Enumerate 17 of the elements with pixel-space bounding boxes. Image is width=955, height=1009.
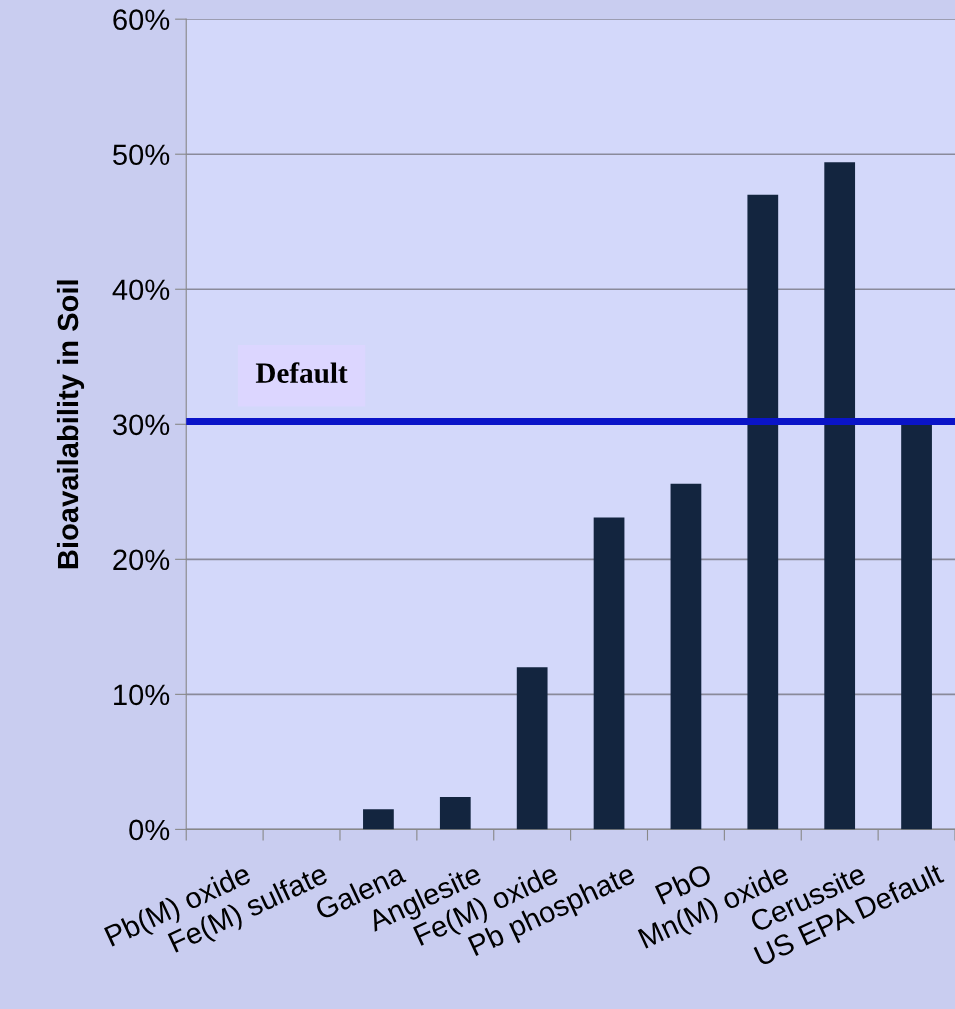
y-tick-label: 10%: [114, 684, 170, 706]
bar: [439, 796, 471, 830]
bar: [824, 162, 856, 830]
bar: [516, 667, 548, 830]
y-tick-label: 0%: [129, 819, 170, 841]
bar: [593, 517, 625, 830]
bar: [363, 809, 394, 830]
bar: [670, 483, 702, 830]
y-tick-label: 20%: [113, 549, 170, 571]
ref-line-label: Default: [255, 362, 348, 384]
y-tick-label: 40%: [112, 279, 170, 301]
y-tick-label: 30%: [112, 414, 170, 436]
y-tick-label: 60%: [113, 9, 170, 31]
bar: [747, 194, 779, 830]
bar: [901, 424, 932, 830]
y-axis-title: Bioavailability in Soil: [56, 280, 85, 569]
y-tick-label: 50%: [113, 144, 170, 166]
